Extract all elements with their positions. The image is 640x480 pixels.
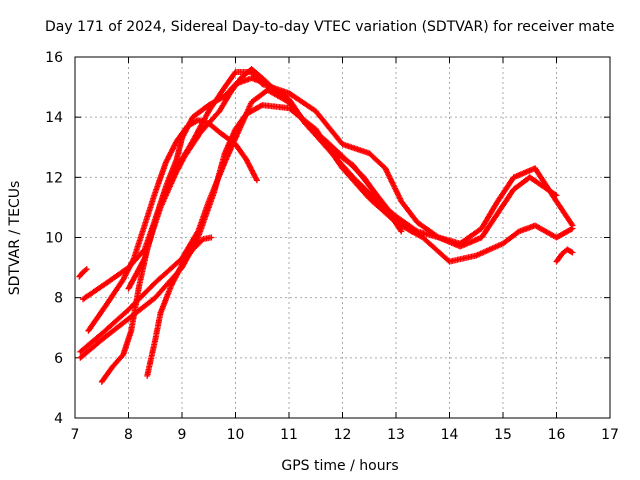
y-axis-label: SDTVAR / TECUs <box>7 181 23 296</box>
axis-ticks <box>74 56 611 419</box>
x-tick-label: 17 <box>601 427 619 443</box>
y-tick-label: 6 <box>54 351 63 367</box>
chart-title: Day 171 of 2024, Sidereal Day-to-day VTE… <box>45 19 615 35</box>
series-track-1 <box>76 266 90 280</box>
series-markers <box>85 117 260 334</box>
series-markers <box>80 69 576 303</box>
y-tick-label: 16 <box>45 50 63 66</box>
x-tick-label: 14 <box>441 427 459 443</box>
series-markers <box>125 66 416 292</box>
x-tick-label: 15 <box>494 427 512 443</box>
series-track-3 <box>80 69 576 303</box>
data-series <box>76 66 576 385</box>
x-tick-label: 11 <box>280 427 298 443</box>
series-markers <box>144 234 215 379</box>
y-tick-label: 10 <box>45 231 63 247</box>
y-tick-label: 8 <box>54 291 63 307</box>
series-markers <box>553 246 576 265</box>
series-track-9 <box>553 246 576 265</box>
x-tick-label: 12 <box>334 427 352 443</box>
grid <box>75 57 610 418</box>
y-tick-labels: 4 6 8 10 12 14 16 <box>45 50 63 427</box>
series-track-8 <box>125 66 416 292</box>
series-markers <box>76 266 90 280</box>
y-tick-label: 12 <box>45 170 63 186</box>
y-tick-label: 4 <box>54 411 63 427</box>
x-tick-label: 8 <box>124 427 133 443</box>
x-tick-label: 7 <box>71 427 80 443</box>
x-tick-label: 16 <box>548 427 566 443</box>
x-tick-labels: 7 8 9 10 11 12 13 14 15 16 17 <box>71 427 619 443</box>
x-tick-label: 13 <box>387 427 405 443</box>
x-axis-label: GPS time / hours <box>281 458 398 474</box>
series-track-5 <box>85 117 260 334</box>
y-tick-label: 14 <box>45 110 63 126</box>
x-tick-label: 9 <box>178 427 187 443</box>
series-track-7 <box>144 234 215 379</box>
x-tick-label: 10 <box>227 427 245 443</box>
